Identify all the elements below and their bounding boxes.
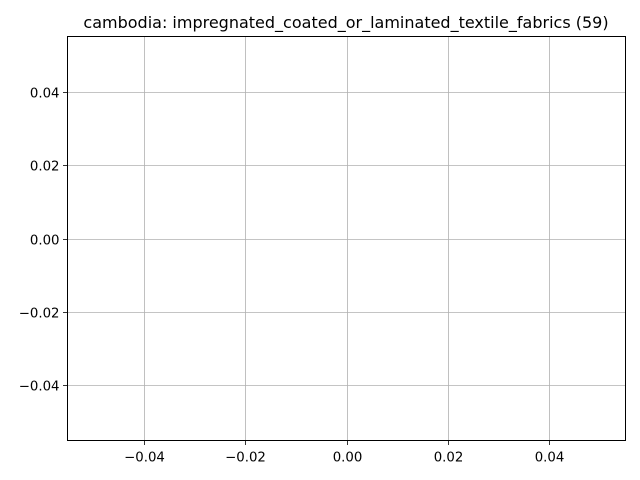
ticks: −0.04 −0.02 0.00 0.02 0.04 −0.04 −0.02 0.00 0.02…: [19, 87, 565, 466]
y-tick-label: −0.02: [19, 307, 60, 322]
axes-frame: [67, 36, 626, 441]
x-tick-label: 0.04: [535, 451, 565, 466]
chart-title: cambodia: impregnated_coated_or_laminate…: [83, 13, 608, 33]
x-tick-label: 0.02: [434, 451, 464, 466]
y-tick-label: −0.04: [19, 380, 60, 395]
x-tick-label: −0.04: [124, 451, 165, 466]
x-tick-label: −0.02: [225, 451, 266, 466]
y-tick-label: 0.04: [30, 87, 60, 102]
y-tick-label: 0.00: [30, 234, 60, 249]
x-tick-label: 0.00: [333, 451, 363, 466]
grid: [67, 36, 626, 441]
y-tick-label: 0.02: [30, 160, 60, 175]
